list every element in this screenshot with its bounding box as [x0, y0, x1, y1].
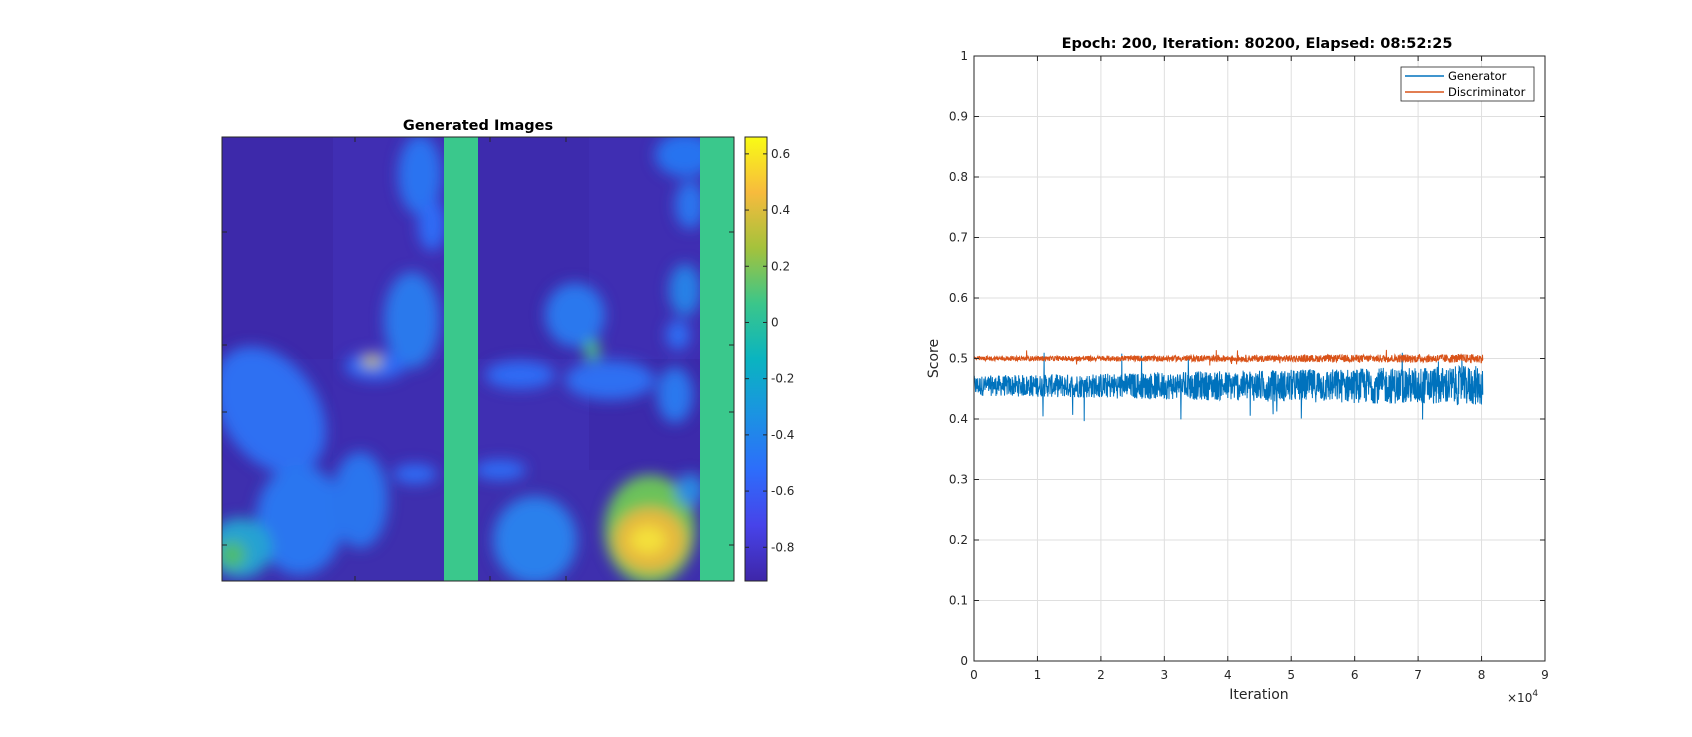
- discriminator-series: [973, 349, 1484, 366]
- generator-series: [973, 352, 1484, 422]
- x-tick-label: 6: [1351, 668, 1359, 682]
- colorbar-tick-label: -0.6: [771, 484, 794, 498]
- legend-generator-label: Generator: [1448, 69, 1507, 83]
- colorbar-ticks: -0.8 -0.6 -0.4 -0.2 0 0.2 0.4 0.6: [745, 147, 794, 554]
- x-tick-label: 9: [1541, 668, 1549, 682]
- y-tick-label: 0.7: [949, 231, 968, 245]
- y-tick-label: 0.8: [949, 170, 968, 184]
- colorbar-tick-label: 0.2: [771, 259, 790, 273]
- generated-images-title: Generated Images: [403, 118, 553, 134]
- colorbar: -0.8 -0.6 -0.4 -0.2 0 0.2 0.4 0.6: [744, 136, 794, 582]
- y-tick-label: 0: [960, 654, 968, 668]
- x-axis-label: Iteration: [1229, 687, 1288, 703]
- x-tick-label: 8: [1478, 668, 1486, 682]
- x-tick-label: 4: [1224, 668, 1232, 682]
- generated-images-tiles: [222, 137, 734, 581]
- image-tick-marks: [222, 137, 734, 581]
- series-layer: [973, 349, 1484, 422]
- blob-layer: [222, 137, 715, 581]
- y-axis-ticks: 0 0.1 0.2 0.3 0.4 0.5 0.6 0.7 0.8 0.9 1: [949, 49, 1545, 668]
- colorbar-tick-label: -0.2: [771, 372, 794, 386]
- x-tick-label: 0: [970, 668, 978, 682]
- legend: Generator Discriminator: [1400, 66, 1535, 102]
- x-tick-label: 2: [1097, 668, 1105, 682]
- constant-column-right: [700, 137, 734, 581]
- x-tick-label: 1: [1034, 668, 1042, 682]
- y-tick-label: 0.2: [949, 533, 968, 547]
- score-axes: Epoch: 200, Iteration: 80200, Elapsed: 0…: [926, 36, 1549, 705]
- colorbar-tick-label: 0.6: [771, 147, 790, 161]
- legend-discriminator-label: Discriminator: [1448, 85, 1526, 99]
- constant-column-left: [444, 137, 478, 581]
- y-tick-label: 0.4: [949, 412, 968, 426]
- legend-box: [1400, 66, 1535, 102]
- y-tick-label: 0.5: [949, 352, 968, 366]
- x-tick-label: 5: [1287, 668, 1295, 682]
- x-axis-exponent-base: ×10: [1507, 691, 1532, 705]
- y-tick-label: 0.1: [949, 594, 968, 608]
- y-tick-label: 1: [960, 49, 968, 63]
- image-axes-frame: [221, 136, 735, 582]
- generated-images-axes: Generated Images: [221, 118, 794, 582]
- colorbar-tick-label: 0: [771, 315, 779, 329]
- y-tick-label: 0.3: [949, 473, 968, 487]
- tile-a: [222, 137, 333, 359]
- x-tick-label: 3: [1161, 668, 1169, 682]
- y-tick-label: 0.6: [949, 291, 968, 305]
- x-axis-exponent-power: 4: [1532, 689, 1538, 699]
- colorbar-tick-label: -0.4: [771, 428, 794, 442]
- colorbar-tick-label: -0.8: [771, 540, 794, 554]
- x-axis-ticks: 0 1 2 3 4 5 6 7 8 9: [970, 56, 1549, 682]
- colorbar-tick-label: 0.4: [771, 203, 790, 217]
- y-tick-label: 0.9: [949, 110, 968, 124]
- x-axis-exponent: ×104: [1507, 689, 1538, 705]
- x-tick-label: 7: [1414, 668, 1422, 682]
- score-plot-title: Epoch: 200, Iteration: 80200, Elapsed: 0…: [1062, 36, 1453, 52]
- y-axis-label: Score: [926, 339, 942, 378]
- colorbar-gradient: [744, 136, 768, 582]
